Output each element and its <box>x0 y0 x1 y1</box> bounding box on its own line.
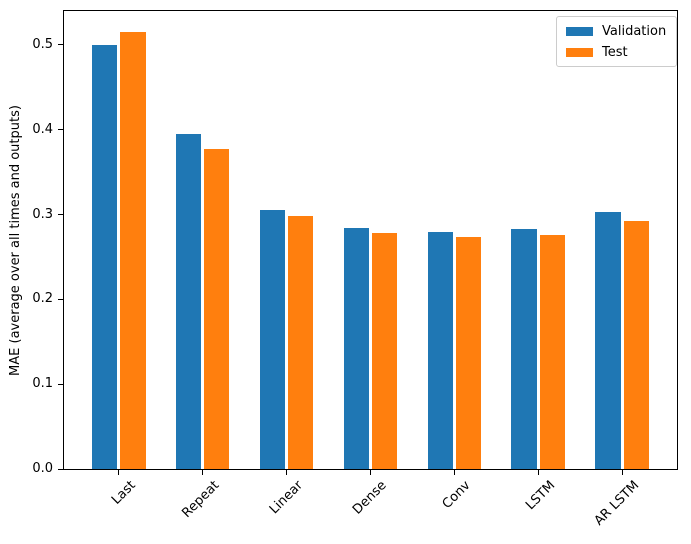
validation-bar-ar-lstm <box>595 212 621 469</box>
x-tick <box>537 470 539 475</box>
x-tick-label: Last <box>108 478 139 508</box>
plot-area <box>63 10 678 470</box>
y-tick <box>58 129 63 131</box>
y-tick <box>58 298 63 300</box>
y-tick <box>58 383 63 385</box>
validation-bar-lstm <box>511 228 537 469</box>
validation-bar-linear <box>259 210 285 469</box>
legend: Validation Test <box>556 16 678 67</box>
x-tick <box>370 470 371 475</box>
test-bar-last <box>120 32 146 469</box>
x-tick-label: Linear <box>267 478 307 518</box>
x-tick <box>621 470 623 475</box>
x-tick <box>453 470 455 475</box>
y-tick-label: 0.4 <box>32 121 53 137</box>
validation-bar-repeat <box>175 133 201 469</box>
legend-label-validation: Validation <box>602 23 667 39</box>
x-tick-label: LSTM <box>522 478 558 514</box>
test-bar-ar-lstm <box>623 221 650 469</box>
y-tick-label: 0.2 <box>32 291 53 307</box>
x-tick <box>202 470 204 475</box>
test-bar-linear <box>288 216 314 469</box>
y-tick-label: 0.1 <box>32 376 53 392</box>
x-tick-label: AR LSTM <box>591 478 642 529</box>
y-tick-label: 0.0 <box>32 461 53 476</box>
y-axis-label: MAE (average over all times and outputs) <box>2 10 28 470</box>
test-bar-conv <box>456 237 482 469</box>
x-tick <box>286 470 288 475</box>
test-bar-dense <box>372 233 398 469</box>
y-tick-label: 0.3 <box>32 206 53 222</box>
y-tick <box>58 214 63 216</box>
legend-label-test: Test <box>602 44 628 60</box>
legend-entry-test: Test <box>566 44 666 60</box>
validation-bar-last <box>91 44 118 469</box>
test-bar-lstm <box>540 234 566 469</box>
test-bar-repeat <box>204 149 230 469</box>
validation-bar-dense <box>343 228 369 469</box>
y-tick <box>58 468 63 470</box>
y-tick-label: 0.5 <box>32 36 53 52</box>
y-tick <box>58 44 63 46</box>
legend-entry-validation: Validation <box>566 23 666 39</box>
x-tick-label: Dense <box>350 478 391 518</box>
test-swatch-icon <box>566 47 593 57</box>
validation-swatch-icon <box>566 26 593 36</box>
y-axis-label-text: MAE (average over all times and outputs) <box>7 104 23 376</box>
x-tick-label: Conv <box>440 478 475 512</box>
x-tick-label: Repeat <box>179 478 223 521</box>
validation-bar-conv <box>427 231 453 469</box>
x-tick <box>118 470 120 475</box>
